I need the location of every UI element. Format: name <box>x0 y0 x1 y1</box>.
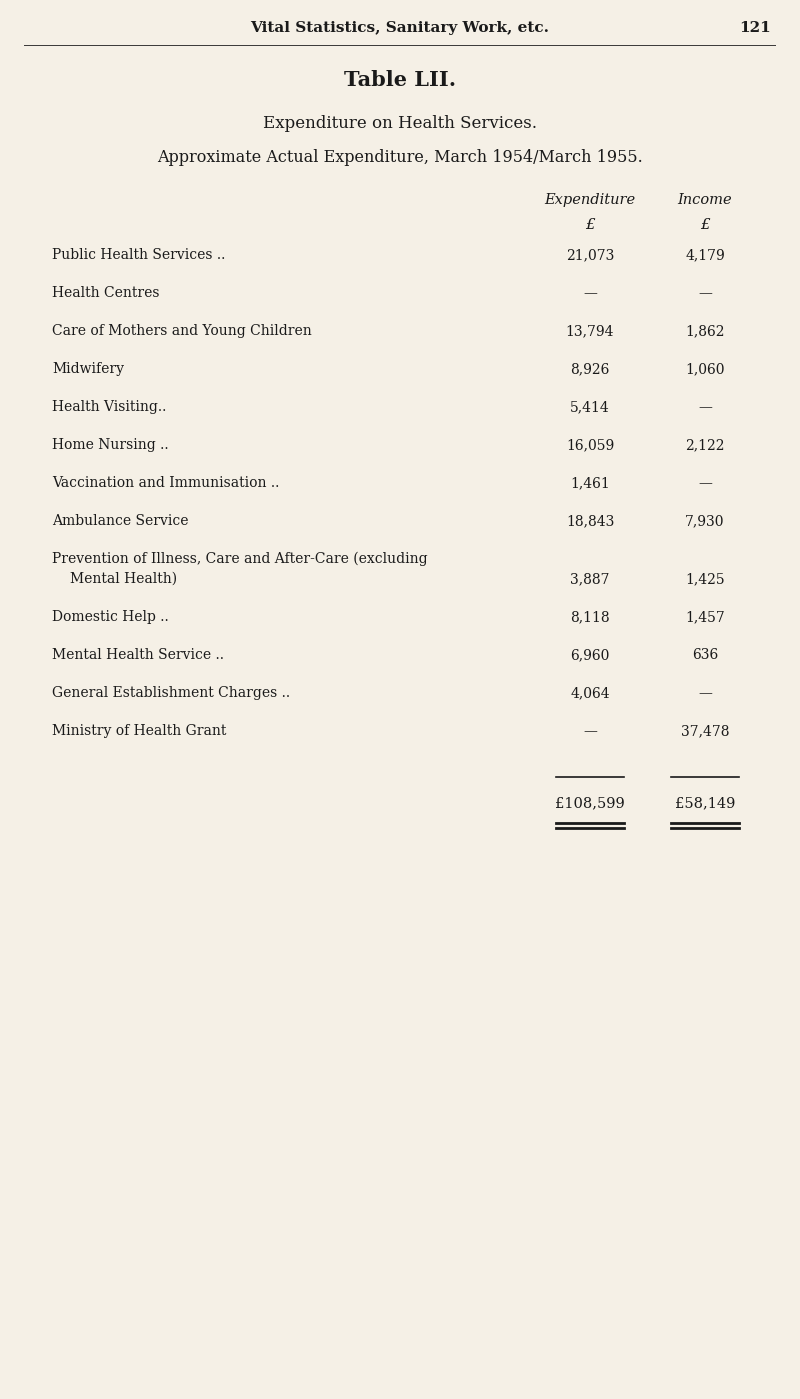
Text: Ambulance Service: Ambulance Service <box>52 513 189 527</box>
Text: £58,149: £58,149 <box>675 796 735 810</box>
Text: £: £ <box>700 218 710 232</box>
Text: 21,073: 21,073 <box>566 248 614 262</box>
Text: Domestic Help ..: Domestic Help .. <box>52 610 169 624</box>
Text: Care of Mothers and Young Children: Care of Mothers and Young Children <box>52 325 312 339</box>
Text: Income: Income <box>678 193 732 207</box>
Text: 4,179: 4,179 <box>685 248 725 262</box>
Text: —: — <box>698 686 712 700</box>
Text: 5,414: 5,414 <box>570 400 610 414</box>
Text: 1,425: 1,425 <box>685 572 725 586</box>
Text: —: — <box>698 476 712 490</box>
Text: 13,794: 13,794 <box>566 325 614 339</box>
Text: Mental Health): Mental Health) <box>70 572 177 586</box>
Text: 37,478: 37,478 <box>681 725 730 739</box>
Text: £108,599: £108,599 <box>555 796 625 810</box>
Text: Health Centres: Health Centres <box>52 285 159 299</box>
Text: 1,461: 1,461 <box>570 476 610 490</box>
Text: 1,457: 1,457 <box>685 610 725 624</box>
Text: 6,960: 6,960 <box>570 648 610 662</box>
Text: Approximate Actual Expenditure, March 1954/March 1955.: Approximate Actual Expenditure, March 19… <box>157 150 643 166</box>
Text: 3,887: 3,887 <box>570 572 610 586</box>
Text: 2,122: 2,122 <box>686 438 725 452</box>
Text: 1,060: 1,060 <box>686 362 725 376</box>
Text: Health Visiting..: Health Visiting.. <box>52 400 166 414</box>
Text: Vaccination and Immunisation ..: Vaccination and Immunisation .. <box>52 476 279 490</box>
Text: —: — <box>583 725 597 739</box>
Text: Expenditure: Expenditure <box>545 193 635 207</box>
Text: Vital Statistics, Sanitary Work, etc.: Vital Statistics, Sanitary Work, etc. <box>250 21 550 35</box>
Text: General Establishment Charges ..: General Establishment Charges .. <box>52 686 290 700</box>
Text: 1,862: 1,862 <box>686 325 725 339</box>
Text: 18,843: 18,843 <box>566 513 614 527</box>
Text: Expenditure on Health Services.: Expenditure on Health Services. <box>263 115 537 132</box>
Text: 121: 121 <box>739 21 771 35</box>
Text: Ministry of Health Grant: Ministry of Health Grant <box>52 725 226 739</box>
Text: Midwifery: Midwifery <box>52 362 124 376</box>
Text: £: £ <box>585 218 595 232</box>
Text: Public Health Services ..: Public Health Services .. <box>52 248 226 262</box>
Text: 8,118: 8,118 <box>570 610 610 624</box>
Text: —: — <box>698 400 712 414</box>
Text: 7,930: 7,930 <box>686 513 725 527</box>
Text: —: — <box>583 285 597 299</box>
Text: Mental Health Service ..: Mental Health Service .. <box>52 648 224 662</box>
Text: 636: 636 <box>692 648 718 662</box>
Text: Home Nursing ..: Home Nursing .. <box>52 438 169 452</box>
Text: —: — <box>698 285 712 299</box>
Text: Prevention of Illness, Care and After-Care (excluding: Prevention of Illness, Care and After-Ca… <box>52 551 428 567</box>
Text: 16,059: 16,059 <box>566 438 614 452</box>
Text: 8,926: 8,926 <box>570 362 610 376</box>
Text: Table LII.: Table LII. <box>344 70 456 90</box>
Text: 4,064: 4,064 <box>570 686 610 700</box>
